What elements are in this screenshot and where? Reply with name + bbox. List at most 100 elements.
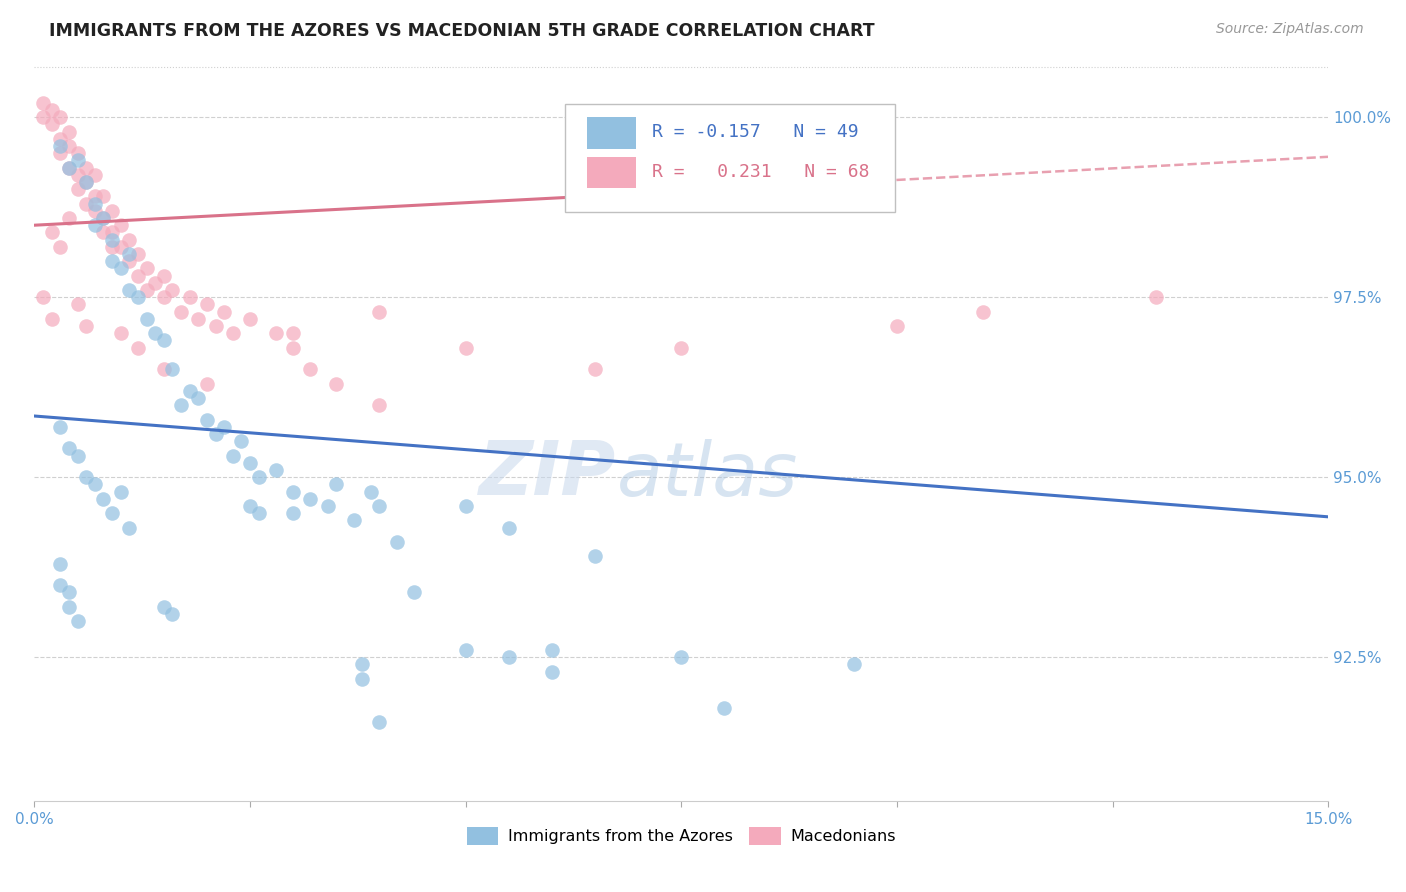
Point	[195, 376, 218, 391]
Point	[83, 203, 105, 218]
Point	[75, 470, 97, 484]
Point	[368, 398, 391, 412]
Point	[402, 585, 425, 599]
Text: R = -0.157   N = 49: R = -0.157 N = 49	[651, 122, 858, 141]
Point	[75, 161, 97, 175]
Point	[352, 657, 374, 672]
Point	[247, 470, 270, 484]
Point	[49, 578, 72, 592]
Point	[360, 484, 382, 499]
Point	[127, 247, 149, 261]
Point	[93, 189, 115, 203]
Point	[143, 276, 166, 290]
Text: IMMIGRANTS FROM THE AZORES VS MACEDONIAN 5TH GRADE CORRELATION CHART: IMMIGRANTS FROM THE AZORES VS MACEDONIAN…	[49, 22, 875, 40]
Point	[299, 491, 322, 506]
Bar	[586, 157, 636, 188]
Text: Source: ZipAtlas.com: Source: ZipAtlas.com	[1216, 22, 1364, 37]
Point	[541, 665, 564, 679]
Point	[41, 311, 63, 326]
Point	[83, 168, 105, 182]
Point	[583, 362, 606, 376]
Point	[195, 412, 218, 426]
Point	[83, 218, 105, 232]
Point	[179, 384, 201, 398]
Point	[93, 211, 115, 225]
Point	[671, 650, 693, 665]
Point	[1144, 290, 1167, 304]
Point	[212, 304, 235, 318]
Point	[170, 398, 193, 412]
Point	[101, 233, 124, 247]
Point	[152, 599, 174, 614]
Point	[239, 311, 262, 326]
Point	[195, 297, 218, 311]
Bar	[586, 118, 636, 149]
Point	[152, 334, 174, 348]
Point	[66, 146, 89, 161]
Point	[58, 161, 80, 175]
Point	[101, 240, 124, 254]
Point	[118, 247, 141, 261]
Point	[498, 520, 520, 534]
Point	[239, 499, 262, 513]
Point	[49, 240, 72, 254]
Point	[281, 484, 304, 499]
Point	[58, 585, 80, 599]
Point	[58, 599, 80, 614]
Point	[41, 226, 63, 240]
Point	[127, 290, 149, 304]
Point	[135, 261, 157, 276]
Point	[49, 139, 72, 153]
Point	[162, 607, 184, 621]
Point	[583, 549, 606, 564]
Point	[118, 233, 141, 247]
Text: atlas: atlas	[617, 439, 799, 511]
Point	[212, 419, 235, 434]
Point	[110, 484, 132, 499]
Point	[66, 449, 89, 463]
Point	[93, 491, 115, 506]
Point	[101, 506, 124, 520]
FancyBboxPatch shape	[565, 104, 894, 211]
Text: ZIP: ZIP	[479, 438, 617, 511]
Text: R =   0.231   N = 68: R = 0.231 N = 68	[651, 162, 869, 180]
Point	[110, 218, 132, 232]
Point	[170, 304, 193, 318]
Point	[66, 153, 89, 168]
Point	[352, 672, 374, 686]
Legend: Immigrants from the Azores, Macedonians: Immigrants from the Azores, Macedonians	[467, 827, 896, 845]
Point	[385, 535, 408, 549]
Point	[204, 318, 226, 333]
Point	[187, 311, 209, 326]
Point	[58, 139, 80, 153]
Point	[342, 513, 364, 527]
Point	[127, 268, 149, 283]
Point	[316, 499, 339, 513]
Point	[66, 168, 89, 182]
Point	[75, 196, 97, 211]
Point	[247, 506, 270, 520]
Point	[179, 290, 201, 304]
Point	[32, 290, 55, 304]
Point	[281, 326, 304, 341]
Point	[49, 132, 72, 146]
Point	[454, 643, 477, 657]
Point	[222, 449, 245, 463]
Point	[127, 341, 149, 355]
Point	[66, 182, 89, 196]
Point	[264, 463, 287, 477]
Point	[101, 226, 124, 240]
Point	[152, 362, 174, 376]
Point	[118, 254, 141, 268]
Point	[110, 326, 132, 341]
Point	[222, 326, 245, 341]
Point	[118, 520, 141, 534]
Point	[58, 211, 80, 225]
Point	[101, 203, 124, 218]
Point	[325, 376, 347, 391]
Point	[368, 714, 391, 729]
Point	[162, 283, 184, 297]
Point	[325, 477, 347, 491]
Point	[886, 318, 908, 333]
Point	[66, 297, 89, 311]
